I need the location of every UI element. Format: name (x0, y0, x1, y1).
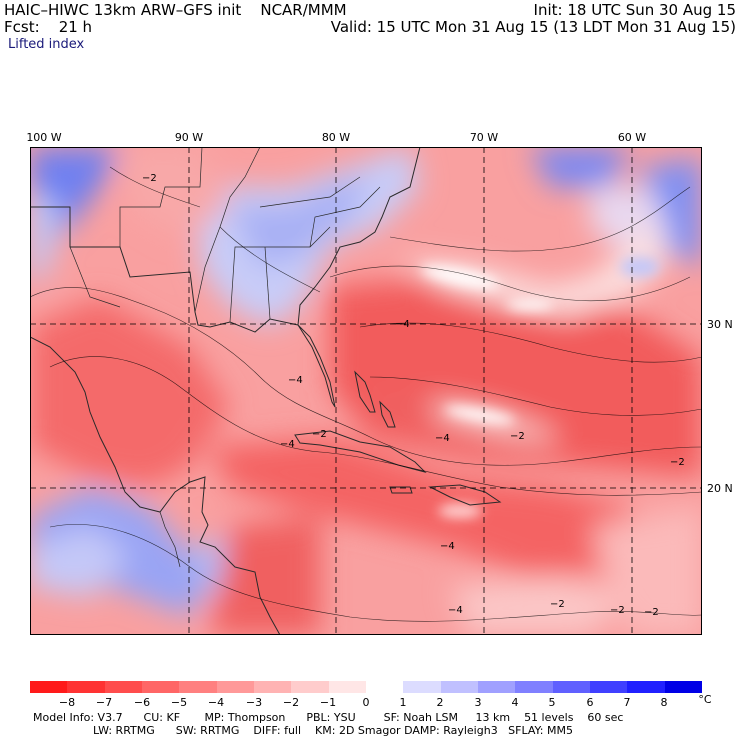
colorbar-label: 0 (362, 696, 370, 709)
colorbar-swatch (627, 681, 665, 693)
colorbar-label: 1 (399, 696, 407, 709)
colorbar-swatch (104, 681, 142, 693)
colorbar-swatch (664, 681, 702, 693)
field-shading (30, 147, 702, 635)
contour-label: −4 (448, 605, 463, 616)
colorbar-label: 3 (474, 696, 482, 709)
colorbar-swatch (515, 681, 553, 693)
colorbar-label: 7 (623, 696, 631, 709)
contour-label: −4 (435, 433, 450, 444)
init-time: Init: 18 UTC Sun 30 Aug 15 (533, 1, 736, 19)
colorbar-label: −7 (95, 696, 113, 709)
colorbar-label: −8 (58, 696, 76, 709)
colorbar-label: 6 (586, 696, 594, 709)
lifted-index-map: −2 −4 −2 −4 −4 −2 −4 −2 −4 −2 −2 −4 −2 (30, 147, 702, 635)
field-name: Lifted index (8, 37, 85, 52)
colorbar-label: 8 (660, 696, 668, 709)
map-frame (30, 147, 702, 635)
lat-label-20n: 20 N (707, 482, 733, 495)
colorbar-label: −4 (207, 696, 225, 709)
colorbar-swatch (440, 681, 478, 693)
lon-label-90w: 90 W (174, 131, 204, 144)
contour-label: −2 (510, 431, 525, 442)
lon-label-100w: 100 W (26, 131, 62, 144)
valid-time: Valid: 15 UTC Mon 31 Aug 15 (13 LDT Mon … (330, 18, 736, 36)
contour-label: −4 (395, 319, 410, 330)
jamaica (389, 486, 413, 494)
colorbar-label: −1 (319, 696, 337, 709)
contour-label: −2 (670, 457, 685, 468)
bahamas-west (354, 370, 376, 413)
colorbar-label: −2 (282, 696, 300, 709)
contour-label: −4 (288, 375, 303, 386)
colorbar-label: −6 (133, 696, 151, 709)
colorbar-swatch (179, 681, 217, 693)
cuba (294, 430, 427, 473)
colorbar-swatch (552, 681, 590, 693)
contour-label: −2 (610, 605, 625, 616)
florida-peninsula (297, 324, 336, 408)
state-borders (69, 147, 381, 568)
colorbar-swatch (365, 681, 404, 693)
lon-label-60w: 60 W (617, 131, 647, 144)
bahamas-east (379, 400, 396, 428)
coastlines (30, 147, 502, 635)
lon-label-70w: 70 W (469, 131, 499, 144)
colorbar-swatch (291, 681, 329, 693)
colorbar-swatch (216, 681, 254, 693)
contour-label: −2 (312, 429, 327, 440)
colorbar-swatch (403, 681, 441, 693)
colorbar-label: −3 (245, 696, 263, 709)
contour-label: −4 (440, 541, 455, 552)
colorbar-label: 5 (548, 696, 556, 709)
colorbar-label: 4 (511, 696, 519, 709)
colorbar-swatch (67, 681, 105, 693)
colorbar-swatch (328, 681, 366, 693)
colorbar-label: −5 (170, 696, 188, 709)
contour-labels: −2 −4 −2 −4 −4 −2 −4 −2 −4 −2 −2 −4 −2 (142, 173, 685, 618)
colorbar-swatch (589, 681, 628, 693)
model-info-line-1: Model Info: V3.7 CU: KF MP: Thompson PBL… (33, 711, 624, 724)
colorbar-label: 2 (436, 696, 444, 709)
lon-label-80w: 80 W (321, 131, 351, 144)
contour-label: −2 (550, 599, 565, 610)
contour-label: −2 (644, 607, 659, 618)
mexico-coast (30, 336, 281, 635)
forecast-hour: Fcst: 21 h (4, 18, 93, 36)
us-gulf-atlantic-coast (30, 147, 421, 333)
contour-label: −2 (142, 173, 157, 184)
model-title: HAIC–HIWC 13km ARW–GFS init NCAR/MMM (4, 1, 347, 19)
contour-label: −4 (280, 439, 295, 450)
colorbar-swatch (477, 681, 516, 693)
colorbar (30, 681, 702, 693)
colorbar-unit: °C (698, 693, 712, 706)
field-highlights (420, 257, 660, 518)
lat-label-30n: 30 N (707, 318, 733, 331)
contour-lines (30, 166, 702, 622)
model-info-line-2: LW: RRTMG SW: RRTMG DIFF: full KM: 2D Sm… (93, 724, 573, 737)
colorbar-swatch (253, 681, 292, 693)
colorbar-swatch (141, 681, 180, 693)
colorbar-swatch (30, 681, 68, 693)
hispaniola (428, 484, 502, 506)
lat-lon-grid (30, 147, 702, 635)
